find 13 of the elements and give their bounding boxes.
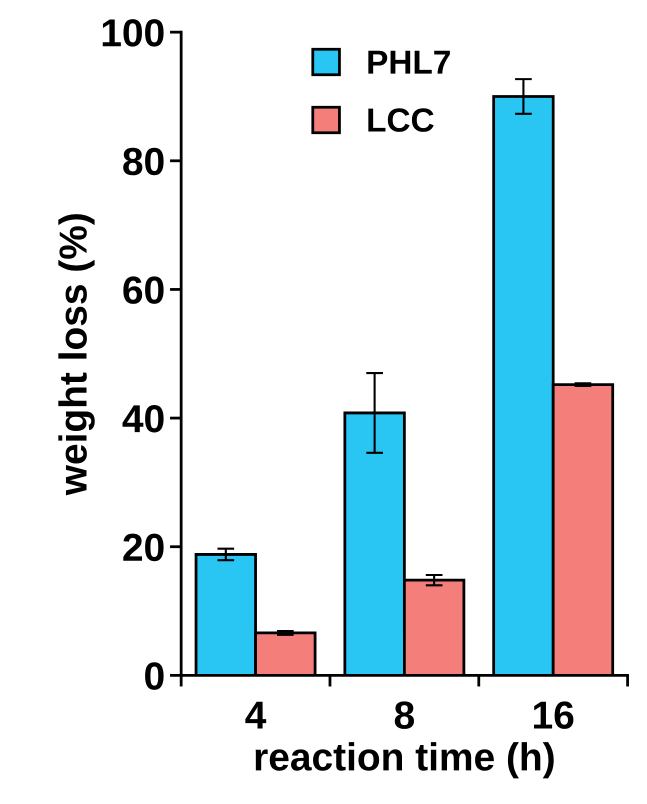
legend-label: LCC bbox=[368, 108, 434, 132]
x-axis-title: reaction time (h) bbox=[256, 742, 554, 778]
legend-label: PHL7 bbox=[368, 50, 450, 74]
x-tick-label: 8 bbox=[394, 701, 414, 729]
y-tick-label: 0 bbox=[145, 662, 164, 690]
y-tick-label: 80 bbox=[123, 148, 164, 176]
x-tick-label: 4 bbox=[245, 702, 266, 729]
y-tick-label: 60 bbox=[123, 276, 164, 304]
y-tick-label: 20 bbox=[123, 534, 164, 562]
y-tick-label: 100 bbox=[102, 19, 164, 47]
y-axis-title: weight loss (%) bbox=[58, 214, 95, 496]
y-tick-label: 40 bbox=[122, 405, 164, 433]
x-tick-label: 16 bbox=[534, 701, 574, 729]
